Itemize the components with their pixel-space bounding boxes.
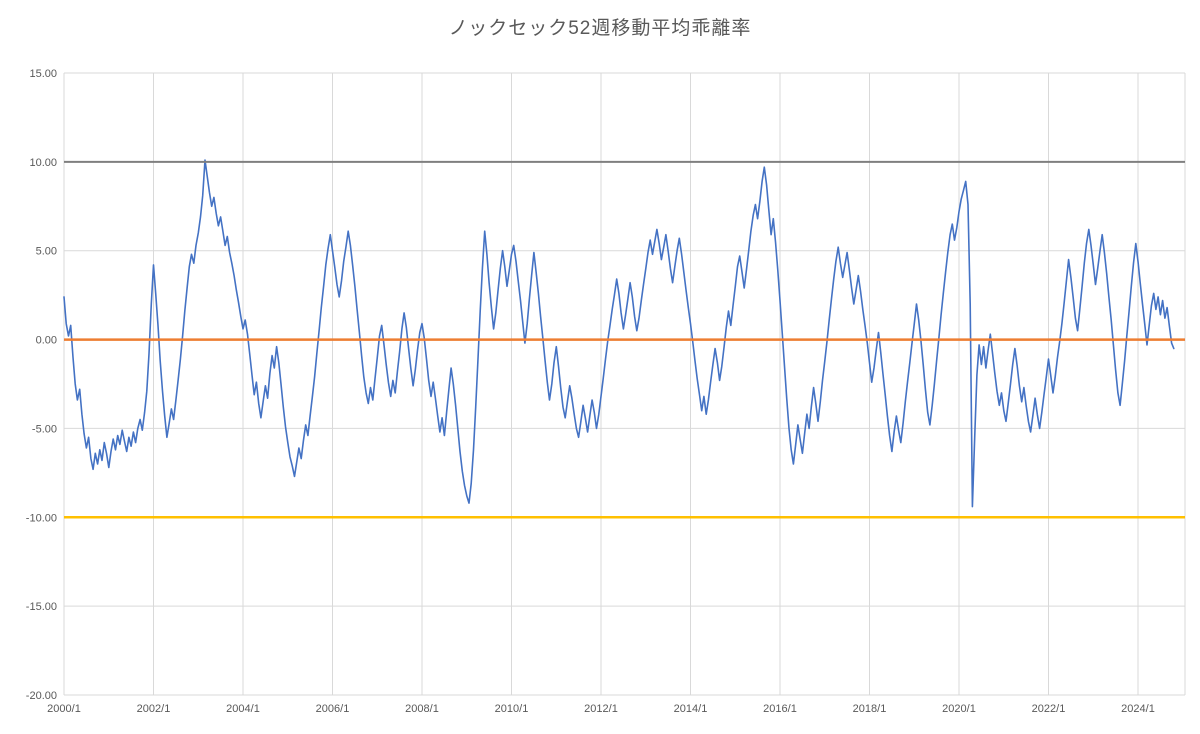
x-tick-label: 2022/1 <box>1032 703 1066 715</box>
y-tick-label: -15.00 <box>26 601 57 613</box>
series-line-deviation <box>63 159 1175 508</box>
y-tick-label: 10.00 <box>29 157 57 169</box>
x-tick-label: 2014/1 <box>674 703 708 715</box>
chart-title: ノックセック52週移動平均乖離率 <box>448 18 752 39</box>
x-tick-label: 2000/1 <box>47 703 81 715</box>
x-tick-label: 2010/1 <box>495 703 529 715</box>
x-tick-label: 2012/1 <box>584 703 618 715</box>
x-tick-label: 2016/1 <box>763 703 797 715</box>
x-tick-label: 2002/1 <box>137 703 171 715</box>
x-tick-label: 2008/1 <box>405 703 439 715</box>
y-tick-label: 0.00 <box>36 335 57 347</box>
x-tick-label: 2024/1 <box>1121 703 1155 715</box>
x-tick-label: 2018/1 <box>853 703 887 715</box>
y-tick-label: -5.00 <box>32 423 57 435</box>
y-tick-label: 15.00 <box>29 68 57 80</box>
x-tick-label: 2006/1 <box>316 703 350 715</box>
y-tick-label: 5.00 <box>36 246 57 258</box>
x-tick-label: 2004/1 <box>226 703 260 715</box>
y-tick-label: -20.00 <box>26 690 57 702</box>
y-tick-label: -10.00 <box>26 512 57 524</box>
x-tick-label: 2020/1 <box>942 703 976 715</box>
